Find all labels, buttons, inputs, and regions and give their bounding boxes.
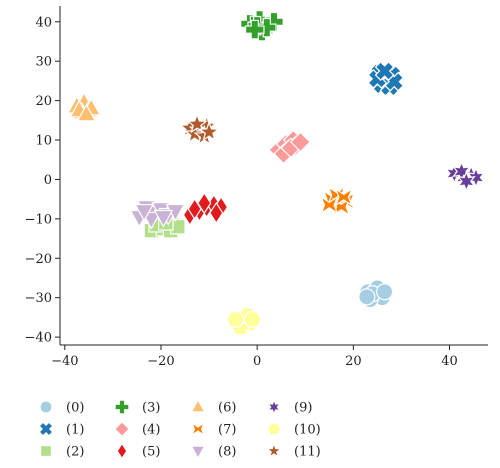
y-tick-label: 10 bbox=[35, 134, 52, 149]
x-tick-label: −20 bbox=[147, 354, 174, 369]
series-10 bbox=[226, 307, 262, 336]
data-point bbox=[226, 311, 246, 328]
legend-item: (7) bbox=[190, 421, 236, 438]
legend-marker bbox=[190, 445, 206, 460]
data-point bbox=[76, 103, 97, 122]
legend-label: (2) bbox=[66, 445, 84, 460]
data-point bbox=[209, 201, 224, 225]
legend-label: (3) bbox=[142, 401, 160, 416]
legend-label: (11) bbox=[294, 445, 321, 460]
y-tick-label: −40 bbox=[25, 331, 52, 346]
y-tick-label: 30 bbox=[35, 55, 52, 70]
legend-marker bbox=[266, 422, 282, 436]
data-point bbox=[374, 61, 395, 81]
x-tick-label: 0 bbox=[253, 354, 261, 369]
series-6 bbox=[67, 91, 102, 122]
legend-item: (3) bbox=[114, 399, 160, 416]
data-point bbox=[320, 195, 339, 215]
legend-item: (9) bbox=[266, 398, 312, 416]
legend-item: (4) bbox=[113, 420, 160, 438]
data-point bbox=[376, 283, 394, 301]
legend-marker bbox=[266, 398, 282, 416]
series-8 bbox=[129, 200, 186, 230]
legend-label: (8) bbox=[218, 445, 236, 460]
legend-label: (0) bbox=[66, 401, 84, 416]
y-tick-label: −20 bbox=[25, 252, 52, 267]
legend-marker bbox=[114, 399, 130, 415]
y-tick-label: 40 bbox=[35, 15, 52, 30]
y-tick-label: −10 bbox=[25, 212, 52, 227]
series-7 bbox=[320, 185, 356, 217]
series-0 bbox=[358, 279, 394, 309]
legend-label: (1) bbox=[66, 423, 84, 438]
legend-item: (11) bbox=[265, 442, 321, 460]
legend-item: (8) bbox=[190, 445, 236, 460]
legend-marker bbox=[113, 420, 131, 438]
legend-marker bbox=[39, 445, 52, 458]
y-tick-label: 20 bbox=[35, 94, 52, 109]
data-point bbox=[358, 288, 376, 306]
legend-marker bbox=[39, 400, 53, 414]
legend-marker bbox=[116, 442, 128, 460]
plot-area: −40 −20 0 20 40 −40 −30 −20 −10 0 10 20 30 40 bbox=[25, 6, 488, 369]
legend-marker bbox=[38, 421, 54, 437]
series-1 bbox=[367, 61, 405, 97]
data-point bbox=[334, 187, 353, 207]
legend-label: (4) bbox=[142, 423, 160, 438]
series-9 bbox=[408, 160, 486, 193]
legend-item: (5) bbox=[116, 442, 160, 460]
legend-marker bbox=[190, 421, 206, 437]
legend-label: (7) bbox=[218, 423, 236, 438]
x-tick-label: 20 bbox=[345, 354, 362, 369]
legend-item: (0) bbox=[39, 400, 84, 416]
legend-label: (6) bbox=[218, 401, 236, 416]
legend-marker bbox=[190, 398, 206, 413]
data-point bbox=[457, 170, 476, 193]
legend-item: (2) bbox=[39, 445, 84, 460]
y-tick-label: −30 bbox=[25, 291, 52, 306]
legend-label: (10) bbox=[294, 423, 321, 438]
y-tick-label: 0 bbox=[44, 173, 52, 188]
data-point bbox=[153, 209, 174, 228]
series-11 bbox=[179, 112, 220, 146]
data-point bbox=[408, 180, 414, 187]
data-point bbox=[198, 120, 220, 142]
data-point bbox=[134, 203, 154, 222]
data-point bbox=[186, 112, 208, 134]
legend-marker bbox=[265, 442, 283, 459]
data-point bbox=[242, 311, 262, 328]
data-point bbox=[290, 131, 311, 153]
data-point bbox=[187, 197, 202, 221]
series-4 bbox=[268, 129, 311, 165]
x-tick-label: −40 bbox=[51, 354, 78, 369]
legend-label: (5) bbox=[142, 445, 160, 460]
x-tick-label: 40 bbox=[441, 354, 458, 369]
legend-item: (1) bbox=[38, 421, 84, 438]
legend: (0) (1) (2) (3) (4) (5) (6) (7) (8) (9) (10) (11) bbox=[38, 398, 321, 460]
data-point bbox=[466, 166, 486, 189]
legend-item: (10) bbox=[266, 422, 321, 438]
series-5 bbox=[182, 191, 229, 227]
data-point bbox=[244, 19, 265, 40]
legend-label: (9) bbox=[294, 401, 312, 416]
series-3 bbox=[240, 9, 284, 42]
legend-item: (6) bbox=[190, 398, 236, 416]
